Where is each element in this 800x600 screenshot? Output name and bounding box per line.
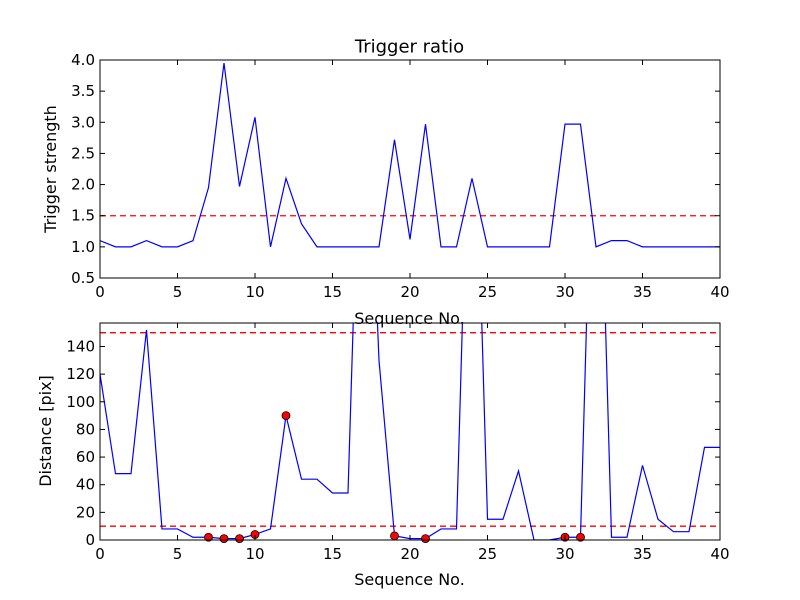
- series-line-0: [100, 63, 720, 248]
- y-tick-label: 120: [66, 365, 95, 383]
- x-tick-label: 10: [245, 545, 264, 563]
- y-tick-label: 80: [76, 420, 95, 438]
- x-tick-label: 20: [400, 283, 419, 301]
- x-tick-label: 40: [710, 545, 729, 563]
- x-tick-label: 30: [555, 283, 574, 301]
- data-point-marker: [219, 534, 229, 544]
- series-line-0: [100, 323, 720, 540]
- x-tick-label: 15: [323, 545, 342, 563]
- x-tick-label: 25: [478, 545, 497, 563]
- plot-frame: [99, 59, 721, 279]
- y-tick-label: 20: [76, 503, 95, 521]
- y-tick-label: 3.0: [71, 113, 95, 131]
- x-tick-label: 0: [95, 545, 105, 563]
- x-tick-label: 30: [555, 545, 574, 563]
- data-point-marker: [235, 534, 244, 544]
- x-tick-label: 5: [173, 545, 183, 563]
- y-tick-label: 1.5: [71, 207, 95, 225]
- y-axis-label: Distance [pix]: [36, 375, 55, 487]
- data-point-marker: [204, 532, 213, 542]
- plot-area: [100, 63, 720, 248]
- y-tick-label: 3.5: [71, 82, 95, 100]
- data-point-marker: [390, 531, 399, 541]
- y-tick-label: 60: [76, 448, 95, 466]
- y-tick-label: 0.5: [71, 269, 95, 287]
- y-tick-label: 2.5: [71, 144, 95, 162]
- y-tick-label: 40: [76, 476, 95, 494]
- y-tick-label: 1.0: [71, 238, 95, 256]
- plot-frame: [99, 322, 721, 541]
- x-tick-label: 20: [400, 545, 419, 563]
- y-tick-label: 140: [66, 337, 95, 355]
- y-tick-label: 2.0: [71, 176, 95, 194]
- x-tick-label: 0: [95, 283, 105, 301]
- y-tick-label: 4.0: [71, 51, 95, 69]
- trigger-ratio-chart: Trigger ratio Sequence No. Trigger stren…: [41, 37, 730, 329]
- x-tick-label: 35: [633, 545, 652, 563]
- x-tick-label: 5: [173, 283, 183, 301]
- y-tick-label: 100: [66, 393, 95, 411]
- chart-title: Trigger ratio: [354, 37, 464, 58]
- data-point-marker: [421, 534, 430, 544]
- data-point-marker: [576, 532, 585, 542]
- x-tick-label: 35: [633, 283, 652, 301]
- data-point-marker: [281, 411, 291, 421]
- y-tick-label: 0: [85, 531, 95, 549]
- distance-chart: Sequence No. Distance [pix] 0 5 10 15 20 25 30…: [36, 322, 730, 589]
- x-axis-label: Sequence No.: [354, 570, 465, 589]
- x-tick-label: 25: [478, 283, 497, 301]
- x-tick-label: 40: [710, 283, 729, 301]
- x-tick-label: 10: [245, 283, 264, 301]
- y-axis-label: Trigger strength: [41, 105, 60, 234]
- x-tick-label: 15: [323, 283, 342, 301]
- plot-area: [100, 323, 720, 540]
